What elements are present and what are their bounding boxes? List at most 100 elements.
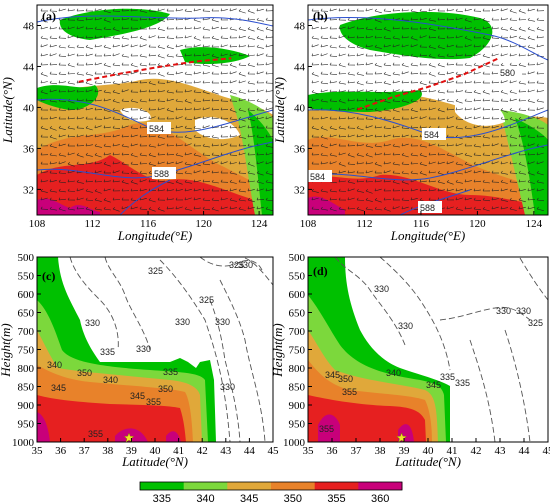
wind-barb-flag [428,125,432,129]
wind-barb [356,89,364,93]
panel-b: 584 584 588 580 (b) 108 112 116 120 124 3236… [272,4,549,243]
wind-barb-flag [392,188,395,192]
wind-barb-flag [446,98,449,102]
wind-barb [175,19,184,21]
wind-barb-flag [166,80,168,84]
wind-barb-flag [238,143,241,147]
wind-barb [76,91,85,93]
wind-barb [229,46,238,48]
wind-barb [157,107,165,111]
wind-barb [347,99,355,102]
wind-barb-flag [491,80,494,84]
wind-barb-flag [193,125,196,129]
wind-barb [383,73,391,77]
wind-barb [320,136,328,140]
wind-barb [94,145,102,148]
wind-barb-flag [383,8,386,12]
wind-barb [247,163,255,167]
wind-barb [320,162,328,165]
wind-barb-flag [85,134,87,138]
wind-barb-flag [211,71,214,75]
wind-barb-flag [202,26,205,30]
wind-barb [265,36,273,39]
wind-barb-flag [157,80,160,84]
contour-label: 330 [215,317,230,327]
wind-barb [166,55,174,58]
wind-barb [256,71,264,75]
wind-barb [211,64,219,68]
wind-barb [509,64,518,66]
wind-barb-flag [121,188,124,192]
wind-barb-flag [446,80,448,84]
wind-barb [500,80,508,84]
wind-barb [392,81,400,84]
wind-barb [455,172,463,175]
wind-barb-flag [67,8,69,12]
wind-barb-flag [40,53,42,57]
wind-barb-flag [455,8,458,12]
wind-barb-flag [211,8,214,12]
wind-barb [383,37,391,40]
wind-barb [500,91,508,95]
wind-barb [509,28,517,31]
wind-barb-flag [76,206,79,210]
wind-barb-flag [536,134,539,138]
wind-barb [139,90,147,93]
wind-barb [229,80,237,84]
wind-barb-flag [139,98,142,102]
wind-barb-flag [112,207,116,210]
x-tick-label: 112 [84,218,100,230]
wind-barb [473,116,481,120]
wind-barb-flag [437,179,440,183]
wind-barb [338,208,346,211]
wind-barb-flag [220,116,223,120]
wind-barb [112,162,120,165]
wind-barb-flag [446,180,450,183]
wind-barb [256,161,264,165]
wind-barb-flag [211,17,214,21]
wind-barb [473,91,481,95]
wind-barb [437,154,446,156]
wind-barb [347,73,355,76]
wind-barb [76,181,84,184]
wind-barb-flag [112,35,115,39]
wind-barb [446,161,454,165]
wind-barb-flag [67,170,69,174]
wind-barb-flag [67,162,71,165]
wind-barb-flag [356,179,359,183]
wind-barb-flag [374,26,377,30]
wind-barb-flag [464,143,467,147]
wind-barb-flag [94,197,97,201]
wind-barb [527,37,535,41]
wind-barb-flag [121,35,124,39]
wind-barb-flag [392,8,395,12]
wind-barb [76,26,84,30]
wind-barb [455,100,463,104]
wind-barb [356,82,364,86]
y-tick-label: 48 [294,20,306,32]
wind-barb-flag [229,98,232,102]
wind-barb-flag [428,35,431,39]
wind-barb-flag [455,206,458,210]
wind-barb [446,100,454,103]
x-axis-label-c: Latitude(°N) [121,454,188,469]
wind-barb-flag [211,206,214,210]
wind-barb [256,181,264,184]
wind-barb-flag [130,197,133,201]
wind-barb-flag [473,62,476,66]
wind-barb [58,172,67,174]
wind-barb [238,64,247,66]
wind-barb [338,26,346,30]
wind-barb [229,53,237,57]
wind-barb-flag [428,152,431,156]
wind-barb-flag [94,189,98,192]
wind-barb [365,109,374,111]
wind-barb-flag [58,143,60,147]
wind-barb [130,181,138,185]
wind-barb [49,27,57,30]
wind-barb-flag [49,35,52,39]
wind-barb [527,8,535,12]
wind-barb-flag [166,107,169,111]
wind-barb-flag [211,197,214,201]
